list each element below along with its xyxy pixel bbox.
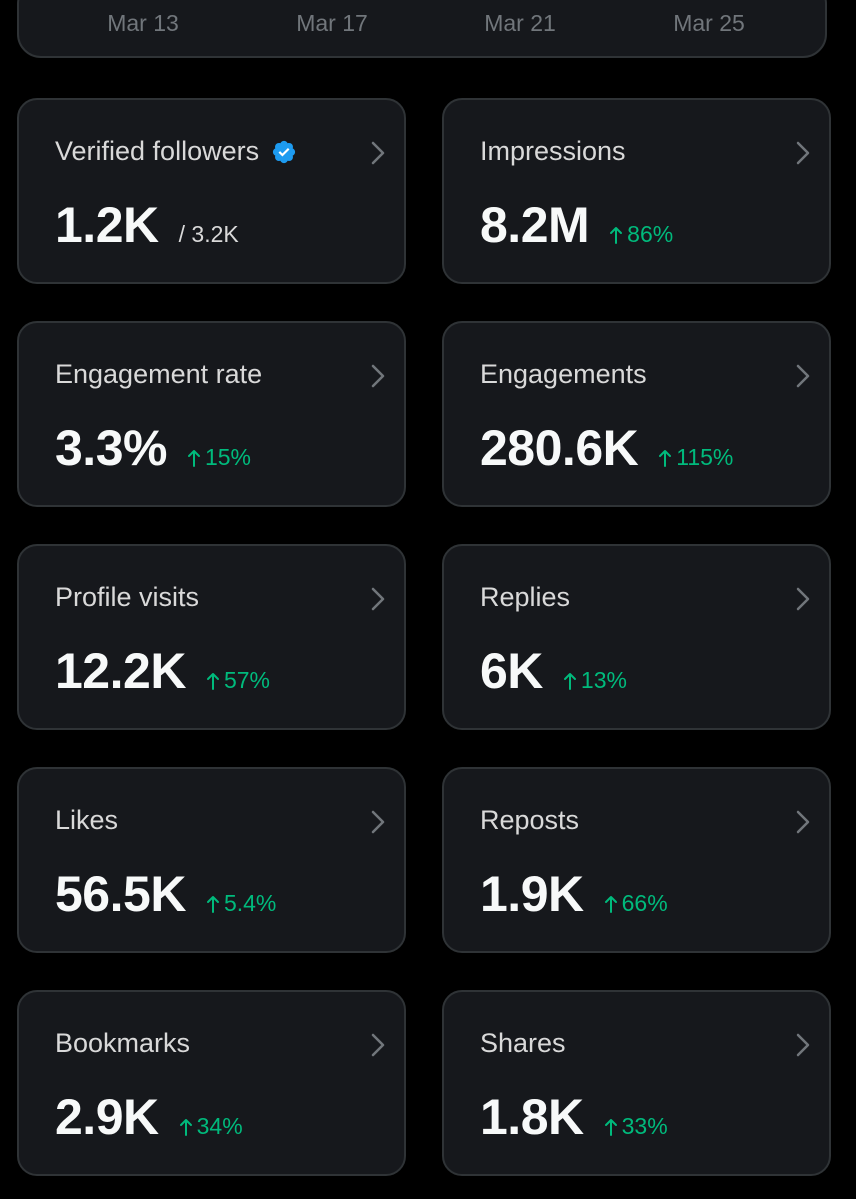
metric-value-row: 3.3% 15%	[55, 419, 251, 477]
metric-card-profile-visits[interactable]: Profile visits 12.2K 57%	[17, 544, 406, 730]
chart-card: Mar 13 Mar 17 Mar 21 Mar 25	[17, 0, 827, 58]
metric-title-row: Engagement rate	[55, 359, 262, 390]
arrow-up-icon	[187, 449, 200, 467]
metric-change-value: 5.4%	[223, 890, 277, 916]
x-axis-label: Mar 13	[107, 10, 179, 36]
metric-card-likes[interactable]: Likes 56.5K 5.4%	[17, 767, 406, 953]
metric-value-row: 1.8K 33%	[480, 1088, 668, 1146]
chevron-right-icon	[796, 1033, 810, 1057]
metric-title-row: Bookmarks	[55, 1028, 190, 1059]
arrow-up-icon	[206, 672, 219, 690]
x-axis-label: Mar 17	[296, 10, 368, 36]
metric-title-row: Likes	[55, 805, 118, 836]
metric-value: 6K	[480, 643, 543, 699]
metric-card-bookmarks[interactable]: Bookmarks 2.9K 34%	[17, 990, 406, 1176]
metric-change-value: 13%	[580, 667, 627, 693]
arrow-up-icon	[563, 672, 576, 690]
chevron-right-icon	[371, 810, 385, 834]
arrow-up-icon	[604, 895, 617, 913]
metric-value: 1.8K	[480, 1089, 584, 1145]
metric-value: 56.5K	[55, 866, 186, 922]
metric-value: 1.9K	[480, 866, 584, 922]
metric-change: 86%	[609, 221, 673, 248]
metric-change: 13%	[563, 667, 627, 694]
metric-change-value: 33%	[621, 1113, 668, 1139]
metric-change: 57%	[206, 667, 270, 694]
metric-value-row: 12.2K 57%	[55, 642, 270, 700]
metric-card-shares[interactable]: Shares 1.8K 33%	[442, 990, 831, 1176]
metric-title-row: Shares	[480, 1028, 566, 1059]
arrow-up-icon	[179, 1118, 192, 1136]
metric-value-row: 56.5K 5.4%	[55, 865, 276, 923]
x-axis-label: Mar 25	[673, 10, 745, 36]
metric-value: 280.6K	[480, 420, 639, 476]
metric-title: Replies	[480, 582, 571, 612]
metric-value-row: 2.9K 34%	[55, 1088, 243, 1146]
chevron-right-icon	[371, 364, 385, 388]
metric-title: Bookmarks	[55, 1028, 191, 1058]
metric-change: 33%	[604, 1113, 668, 1140]
metric-title-row: Reposts	[480, 805, 579, 836]
metric-title: Engagements	[480, 359, 647, 389]
metric-value-row: 280.6K 115%	[480, 419, 733, 477]
metric-title-row: Engagements	[480, 359, 647, 390]
arrow-up-icon	[604, 1118, 617, 1136]
chevron-right-icon	[796, 587, 810, 611]
arrow-up-icon	[610, 226, 623, 244]
metric-title-row: Replies	[480, 582, 570, 613]
chevron-right-icon	[796, 141, 810, 165]
metric-value-row: 8.2M 86%	[480, 196, 673, 254]
metric-title: Profile visits	[55, 582, 200, 612]
metric-card-engagements[interactable]: Engagements 280.6K 115%	[442, 321, 831, 507]
chevron-right-icon	[796, 364, 810, 388]
metrics-grid: Verified followers 1.2K / 3.2K Impressio…	[17, 98, 831, 1176]
metric-title-row: Profile visits	[55, 582, 199, 613]
metric-card-impressions[interactable]: Impressions 8.2M 86%	[442, 98, 831, 284]
metric-card-engagement-rate[interactable]: Engagement rate 3.3% 15%	[17, 321, 406, 507]
metric-change-value: 66%	[621, 890, 668, 916]
arrow-up-icon	[206, 895, 219, 913]
metric-title: Likes	[55, 805, 119, 835]
metric-value: 8.2M	[480, 197, 590, 253]
metric-change-value: 15%	[204, 444, 252, 470]
metric-value: 1.2K	[55, 197, 159, 253]
metric-title: Shares	[480, 1028, 566, 1058]
metric-change: 34%	[179, 1113, 243, 1140]
metric-value-row: 6K 13%	[480, 642, 627, 700]
metric-total: / 3.2K	[178, 221, 239, 247]
chevron-right-icon	[371, 587, 385, 611]
metric-value-row: 1.2K / 3.2K	[55, 196, 239, 254]
metric-card-verified-followers[interactable]: Verified followers 1.2K / 3.2K	[17, 98, 406, 284]
chart-x-axis: Mar 13 Mar 17 Mar 21 Mar 25	[19, 10, 825, 40]
metric-value: 3.3%	[55, 420, 167, 476]
chevron-right-icon	[796, 810, 810, 834]
metric-change: 66%	[604, 890, 668, 917]
metric-title: Impressions	[480, 136, 626, 166]
metric-value: 12.2K	[55, 643, 186, 699]
verified-badge-icon	[273, 140, 296, 163]
chevron-right-icon	[371, 1033, 385, 1057]
metric-card-replies[interactable]: Replies 6K 13%	[442, 544, 831, 730]
metric-change: 115%	[658, 444, 733, 471]
metric-card-reposts[interactable]: Reposts 1.9K 66%	[442, 767, 831, 953]
metric-change-value: 86%	[627, 221, 674, 247]
metric-title-row: Verified followers	[55, 136, 297, 167]
metric-value-row: 1.9K 66%	[480, 865, 668, 923]
x-axis-label: Mar 21	[484, 10, 556, 36]
metric-title: Engagement rate	[55, 359, 263, 389]
arrow-up-icon	[659, 449, 672, 467]
metric-change-value: 115%	[676, 444, 734, 470]
metric-change: 15%	[187, 444, 251, 471]
metric-title-row: Impressions	[480, 136, 626, 167]
metric-title: Verified followers	[55, 136, 260, 166]
metric-change-value: 57%	[223, 667, 270, 693]
metric-title: Reposts	[480, 805, 580, 835]
metric-change-value: 34%	[196, 1113, 243, 1139]
chevron-right-icon	[371, 141, 385, 165]
metric-value: 2.9K	[55, 1089, 159, 1145]
metric-change: 5.4%	[206, 890, 276, 917]
